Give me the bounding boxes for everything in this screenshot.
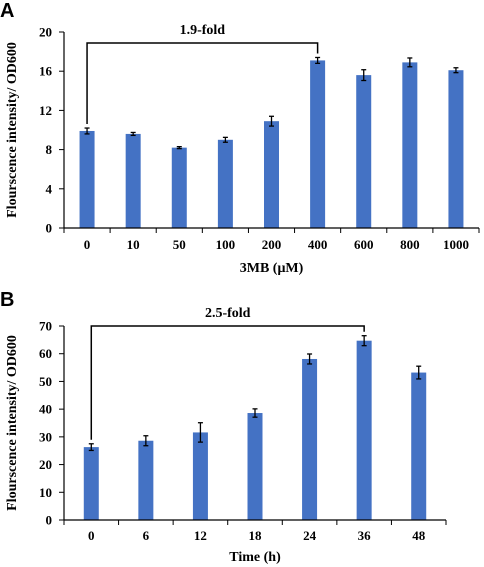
bar-600 bbox=[356, 75, 372, 229]
bar-10 bbox=[125, 133, 141, 228]
y-tick-label: 20 bbox=[39, 25, 52, 40]
x-tick-label: 100 bbox=[216, 237, 236, 252]
bar-0 bbox=[83, 447, 99, 520]
bar-0 bbox=[79, 130, 95, 228]
y-tick-label: 0 bbox=[46, 221, 53, 236]
y-axis-title: Flourscence intensity/ OD600 bbox=[5, 335, 20, 511]
y-tick-label: 0 bbox=[46, 513, 53, 528]
y-tick-label: 30 bbox=[39, 429, 52, 444]
y-tick-label: 4 bbox=[46, 181, 53, 196]
x-axis-title: Time (h) bbox=[229, 550, 281, 565]
bar-36 bbox=[356, 340, 372, 520]
x-tick-label: 800 bbox=[400, 237, 420, 252]
fold-change-label: 1.9-fold bbox=[180, 23, 226, 38]
fold-change-label: 2.5-fold bbox=[205, 306, 251, 321]
panel-a-label: A bbox=[0, 0, 14, 22]
panel-b-label: B bbox=[0, 289, 14, 311]
x-tick-label: 1000 bbox=[443, 237, 469, 252]
y-tick-label: 40 bbox=[39, 402, 52, 417]
bar-400 bbox=[310, 60, 326, 228]
y-tick-label: 70 bbox=[39, 319, 52, 334]
x-tick-label: 6 bbox=[143, 528, 150, 543]
bar-6 bbox=[138, 440, 154, 520]
bar-48 bbox=[411, 372, 427, 520]
bar-18 bbox=[247, 413, 263, 520]
x-tick-label: 50 bbox=[173, 237, 186, 252]
y-tick-label: 12 bbox=[39, 103, 52, 118]
bar-50 bbox=[171, 147, 187, 228]
bar-800 bbox=[402, 62, 418, 228]
y-tick-label: 60 bbox=[39, 346, 52, 361]
y-axis-title: Flourscence intensity/ OD600 bbox=[5, 42, 20, 218]
bar-12 bbox=[192, 432, 208, 520]
x-tick-label: 18 bbox=[249, 528, 263, 543]
y-tick-label: 10 bbox=[39, 485, 52, 500]
x-tick-label: 48 bbox=[412, 528, 426, 543]
fold-change-bracket bbox=[90, 325, 365, 440]
bar-24 bbox=[302, 358, 318, 520]
x-tick-label: 10 bbox=[127, 237, 140, 252]
bar-1000 bbox=[448, 70, 464, 228]
x-tick-label: 12 bbox=[194, 528, 207, 543]
bar-100 bbox=[217, 139, 233, 228]
y-tick-label: 16 bbox=[39, 64, 53, 79]
x-tick-label: 0 bbox=[88, 528, 95, 543]
y-tick-label: 20 bbox=[39, 457, 52, 472]
x-tick-label: 36 bbox=[358, 528, 372, 543]
x-tick-label: 600 bbox=[354, 237, 374, 252]
y-tick-label: 8 bbox=[46, 142, 53, 157]
x-tick-label: 200 bbox=[262, 237, 282, 252]
y-tick-label: 50 bbox=[39, 374, 52, 389]
x-axis-title: 3MB (μM) bbox=[240, 261, 304, 276]
fold-change-bracket bbox=[86, 42, 319, 125]
x-tick-label: 400 bbox=[308, 237, 328, 252]
bar-200 bbox=[264, 121, 279, 228]
x-tick-label: 24 bbox=[303, 528, 317, 543]
x-tick-label: 0 bbox=[84, 237, 91, 252]
